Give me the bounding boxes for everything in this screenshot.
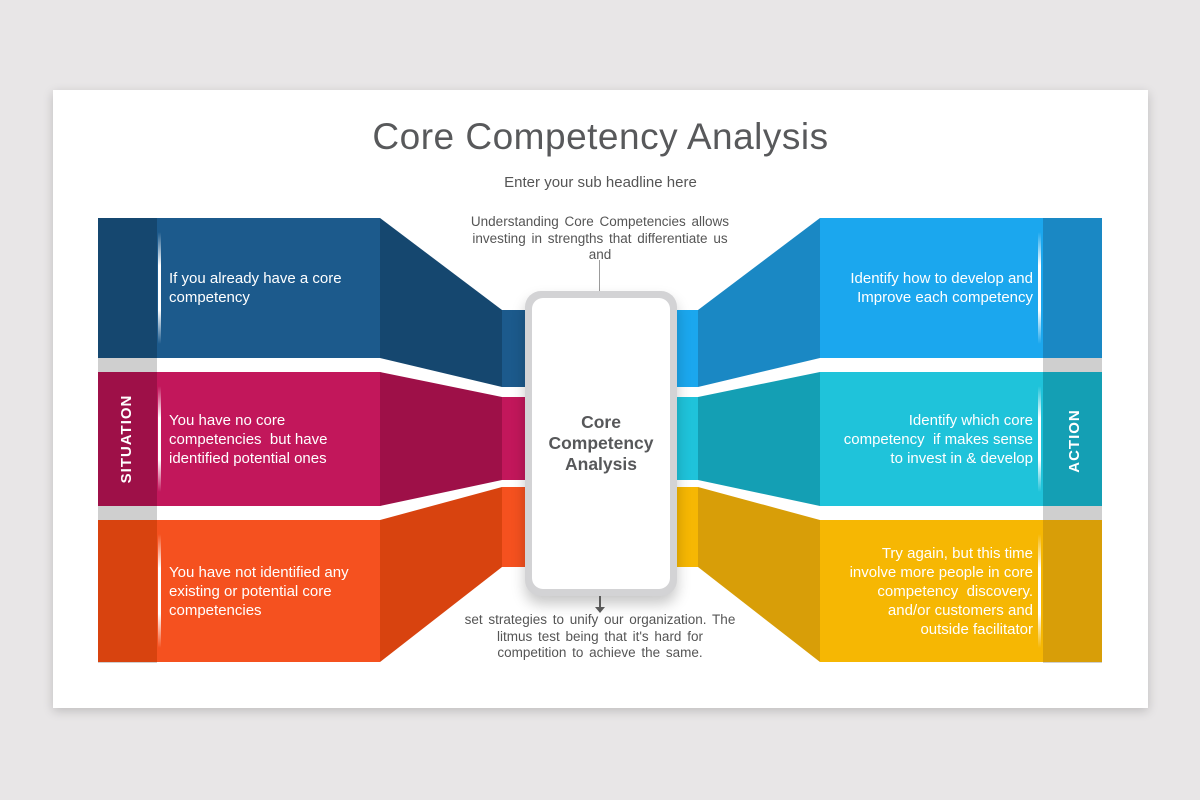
situation-block-2 bbox=[98, 372, 380, 506]
accent-line bbox=[1038, 232, 1041, 344]
slide-subtitle: Enter your sub headline here bbox=[504, 174, 697, 191]
situation-block-1 bbox=[98, 218, 380, 358]
situation-block-3-edge bbox=[98, 520, 157, 662]
action-block-3 bbox=[820, 520, 1102, 662]
right-taper-1 bbox=[698, 218, 820, 387]
action-block-3-edge bbox=[1043, 520, 1102, 662]
center-box-label: Core Competency Analysis bbox=[548, 412, 654, 474]
situation-text-1: If you already have a core competency bbox=[169, 270, 342, 306]
action-block-2 bbox=[820, 372, 1102, 506]
bottom-arrow-head bbox=[595, 607, 605, 613]
situation-block-2-edge bbox=[98, 372, 157, 506]
accent-line bbox=[158, 386, 161, 492]
top-annotation: Understanding Core Competencies allows i… bbox=[470, 214, 730, 262]
action-block-1-edge bbox=[1043, 218, 1102, 358]
accent-line bbox=[1038, 534, 1041, 648]
situation-text-2: You have no core competencies but have i… bbox=[169, 411, 328, 467]
action-text-1: Identify how to develop and Improve each… bbox=[850, 270, 1033, 306]
right-taper-3 bbox=[698, 487, 820, 662]
center-box bbox=[525, 291, 677, 596]
action-text-3: Try again, but this time involve more pe… bbox=[849, 544, 1033, 638]
action-block-1 bbox=[820, 218, 1102, 358]
top-connector-line bbox=[599, 260, 600, 291]
bottom-annotation: set strategies to unify our organization… bbox=[464, 612, 736, 660]
accent-line bbox=[1038, 386, 1041, 492]
connector-shapes bbox=[380, 218, 820, 662]
accent-line bbox=[158, 534, 161, 648]
left-taper-1 bbox=[380, 218, 502, 387]
situation-text-3: You have not identified any existing or … bbox=[169, 563, 349, 619]
left-taper-2 bbox=[380, 372, 502, 506]
situation-block-1-edge bbox=[98, 218, 157, 358]
situation-block-3 bbox=[98, 520, 380, 662]
left-taper-3 bbox=[380, 487, 502, 662]
situation-axis-label: SITUATION bbox=[118, 394, 135, 484]
action-text-2: Identify which core competency if makes … bbox=[843, 411, 1033, 467]
action-block-2-edge bbox=[1043, 372, 1102, 506]
bottom-arrow-line bbox=[599, 596, 601, 608]
slide: Core Competency Analysis Enter your sub … bbox=[53, 90, 1148, 708]
slide-title: Core Competency Analysis bbox=[372, 116, 829, 157]
accent-line bbox=[158, 232, 161, 344]
center-box-inner bbox=[532, 298, 670, 589]
action-axis-label: ACTION bbox=[1066, 409, 1083, 473]
right-taper-2 bbox=[698, 372, 820, 506]
